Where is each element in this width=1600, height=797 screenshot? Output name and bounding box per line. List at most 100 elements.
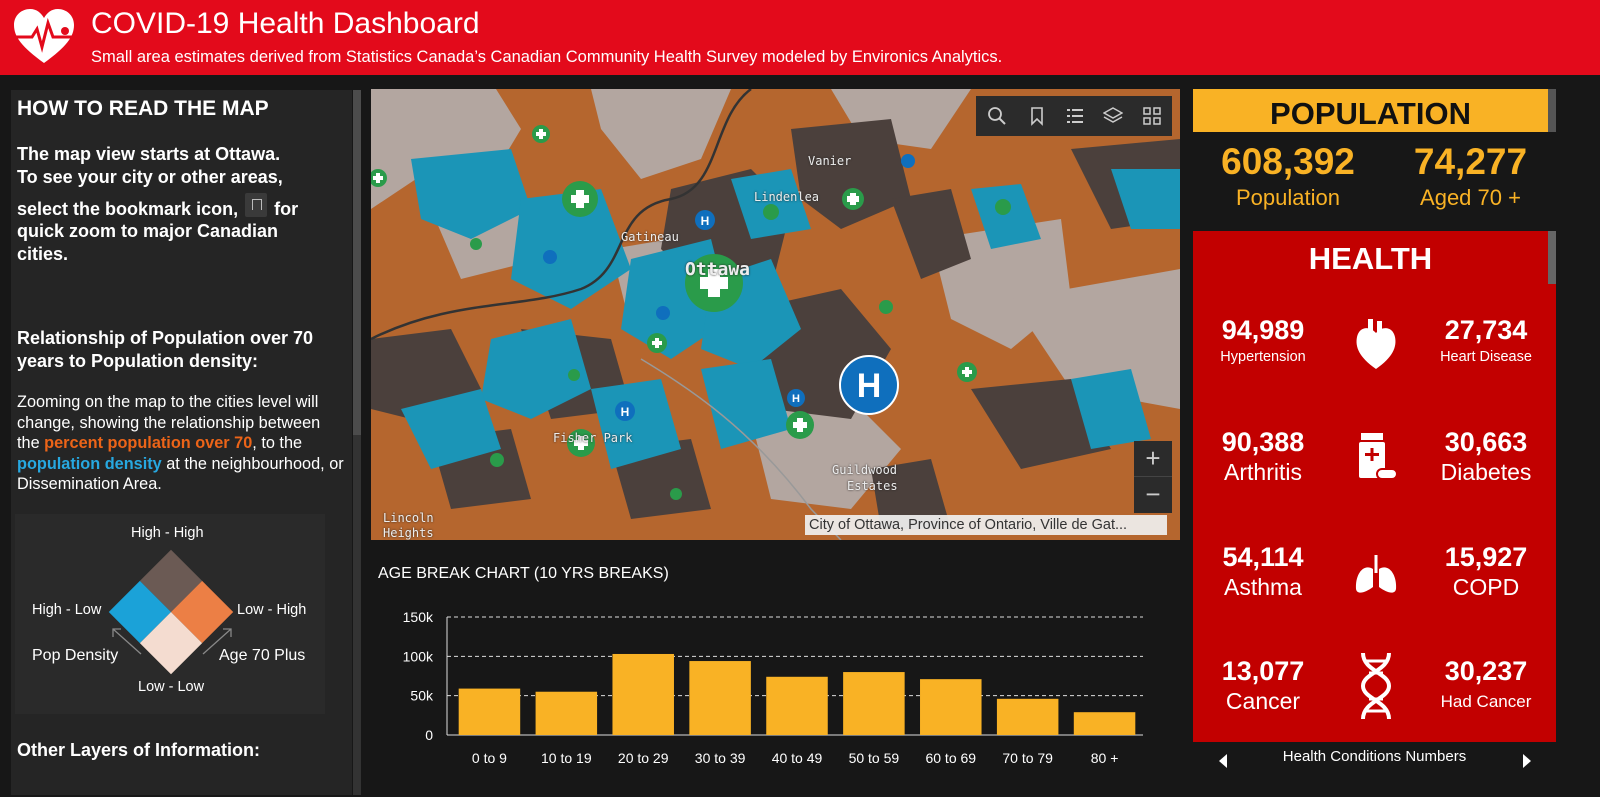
map-label-gatineau: Gatineau bbox=[621, 230, 679, 244]
health-carousel-nav: Health Conditions Numbers bbox=[1193, 742, 1556, 787]
next-arrow-icon[interactable] bbox=[1523, 754, 1531, 768]
legend-list-icon[interactable] bbox=[1065, 106, 1085, 126]
x-tick-label: 20 to 29 bbox=[618, 750, 669, 766]
x-tick-label: 30 to 39 bbox=[695, 750, 746, 766]
svg-text:H: H bbox=[701, 214, 710, 228]
health-heading: HEALTH bbox=[1308, 241, 1433, 276]
heart-disease-value: 27,734 bbox=[1444, 315, 1528, 345]
paragraph-text: Zooming on the map to the cities level w… bbox=[17, 393, 321, 453]
relationship-paragraph: Zooming on the map to the cities level w… bbox=[17, 392, 347, 495]
had-cancer-value: 30,237 bbox=[1444, 656, 1528, 686]
relationship-heading: Relationship of Population over 70 bbox=[17, 328, 314, 348]
pill-bottle-icon bbox=[1359, 433, 1398, 480]
zoom-out-button[interactable]: − bbox=[1145, 479, 1161, 509]
svg-text:H: H bbox=[621, 405, 630, 419]
map-label-vanier: Vanier bbox=[808, 154, 852, 168]
previous-arrow-icon[interactable] bbox=[1219, 754, 1227, 768]
legend-label-top: High - High bbox=[131, 525, 204, 541]
paragraph-text: at the neighbourhood, or Dissemination A… bbox=[17, 454, 344, 494]
page-subtitle: Small area estimates derived from Statis… bbox=[91, 48, 1003, 66]
population-total: 608,392 bbox=[1221, 141, 1355, 182]
health-scrollbar[interactable] bbox=[1548, 231, 1556, 284]
population-label: Population bbox=[1236, 185, 1340, 210]
cancer-value: 13,077 bbox=[1221, 656, 1305, 686]
heart-icon bbox=[1356, 319, 1396, 369]
intro-line: select the bookmark icon, for bbox=[17, 193, 298, 222]
carousel-label: Health Conditions Numbers bbox=[1282, 748, 1467, 765]
health-panel[interactable]: HEALTH 94,989 Hypertension 27,734 Heart … bbox=[1193, 231, 1556, 742]
intro-line: cities. bbox=[17, 244, 69, 264]
map-attribution[interactable]: City of Ottawa, Province of Ontario, Vil… bbox=[805, 515, 1167, 535]
basemap-gallery-icon[interactable] bbox=[1142, 106, 1162, 126]
diabetes-label: Diabetes bbox=[1440, 459, 1532, 485]
intro-text: select the bookmark icon, bbox=[17, 199, 239, 219]
age-bar[interactable] bbox=[458, 688, 521, 735]
legend-label-bottom: Low - Low bbox=[138, 679, 205, 695]
bookmark-icon[interactable] bbox=[1027, 106, 1047, 126]
heart-disease-label: Heart Disease bbox=[1440, 349, 1532, 365]
map-label-lindenlea: Lindenlea bbox=[754, 190, 820, 204]
info-panel[interactable]: HOW TO READ THE MAP The map view starts … bbox=[11, 90, 352, 795]
x-tick-label: 70 to 79 bbox=[1002, 750, 1053, 766]
intro-line: quick zoom to major Canadian bbox=[17, 221, 279, 241]
x-tick-label: 10 to 19 bbox=[541, 750, 592, 766]
arthritis-value: 90,388 bbox=[1221, 427, 1305, 457]
asthma-label: Asthma bbox=[1224, 574, 1302, 600]
search-icon[interactable] bbox=[987, 106, 1007, 126]
aged-70-label: Aged 70 + bbox=[1420, 185, 1521, 210]
age-bar[interactable] bbox=[1073, 712, 1136, 735]
svg-text:H: H bbox=[857, 367, 882, 405]
arthritis-label: Arthritis bbox=[1224, 459, 1302, 485]
diabetes-value: 30,663 bbox=[1444, 427, 1528, 457]
map-markers[interactable]: H H H H bbox=[371, 125, 1011, 500]
age-highlight: percent population over 70 bbox=[44, 434, 253, 453]
page-title: COVID-19 Health Dashboard bbox=[91, 7, 480, 40]
population-scrollbar[interactable] bbox=[1548, 89, 1556, 132]
layers-icon[interactable] bbox=[1103, 106, 1123, 126]
x-tick-label: 0 to 9 bbox=[472, 750, 507, 766]
y-tick-label: 0 bbox=[425, 727, 433, 743]
info-panel-scrollbar[interactable] bbox=[353, 90, 361, 795]
cancer-label: Cancer bbox=[1225, 688, 1301, 714]
x-tick-label: 60 to 69 bbox=[925, 750, 976, 766]
map-label-guildwood: Guildwood bbox=[832, 463, 898, 477]
bookmark-icon bbox=[245, 193, 268, 217]
age-bar[interactable] bbox=[996, 698, 1059, 735]
map-view[interactable]: H H H H Ottawa Gatineau Vanier Lindenlea… bbox=[371, 89, 1180, 540]
x-tick-label: 80 + bbox=[1091, 750, 1119, 766]
age-bar[interactable] bbox=[920, 679, 982, 735]
aged-70-total: 74,277 bbox=[1413, 141, 1528, 182]
age-bar-chart[interactable]: 0 50k 100k 150k 0 to 9 10 to 19 20 to 29 30 to … bbox=[371, 555, 1180, 795]
intro-line: The map view starts at Ottawa. bbox=[17, 144, 281, 164]
zoom-control: + − bbox=[1134, 441, 1172, 513]
age-bar[interactable] bbox=[689, 661, 751, 735]
app-header: COVID-19 Health Dashboard Small area est… bbox=[0, 0, 1600, 75]
intro-text: for bbox=[274, 199, 299, 219]
age-bar[interactable] bbox=[766, 676, 828, 735]
paragraph-text: , to the bbox=[252, 434, 303, 453]
info-heading: HOW TO READ THE MAP bbox=[17, 97, 269, 120]
map-label-fisher-park: Fisher Park bbox=[553, 431, 633, 445]
map-canvas[interactable]: H H H H bbox=[371, 89, 1180, 540]
map-toolbar bbox=[976, 96, 1172, 136]
age-bar[interactable] bbox=[843, 672, 905, 735]
age-bar[interactable] bbox=[535, 691, 598, 735]
heart-pulse-icon bbox=[14, 9, 74, 63]
population-heading: POPULATION bbox=[1193, 89, 1548, 132]
y-tick-label: 50k bbox=[410, 688, 434, 704]
legend-axis-age: Age 70 Plus bbox=[219, 647, 306, 664]
legend-label-right: Low - High bbox=[237, 602, 307, 618]
scrollbar-thumb[interactable] bbox=[353, 90, 361, 435]
dna-icon bbox=[1360, 652, 1392, 720]
asthma-value: 54,114 bbox=[1222, 542, 1304, 572]
density-highlight: population density bbox=[17, 454, 162, 473]
map-label-lincoln: Lincoln bbox=[383, 511, 434, 525]
legend-axis-density: Pop Density bbox=[32, 647, 119, 664]
relationship-heading: years to Population density: bbox=[17, 351, 259, 371]
age-bar[interactable] bbox=[612, 653, 674, 735]
zoom-in-button[interactable]: + bbox=[1134, 441, 1172, 477]
x-tick-label: 40 to 49 bbox=[772, 750, 823, 766]
chart-title: AGE BREAK CHART (10 YRS BREAKS) bbox=[378, 565, 669, 582]
map-label-ottawa: Ottawa bbox=[685, 259, 751, 280]
svg-text:H: H bbox=[792, 393, 800, 405]
